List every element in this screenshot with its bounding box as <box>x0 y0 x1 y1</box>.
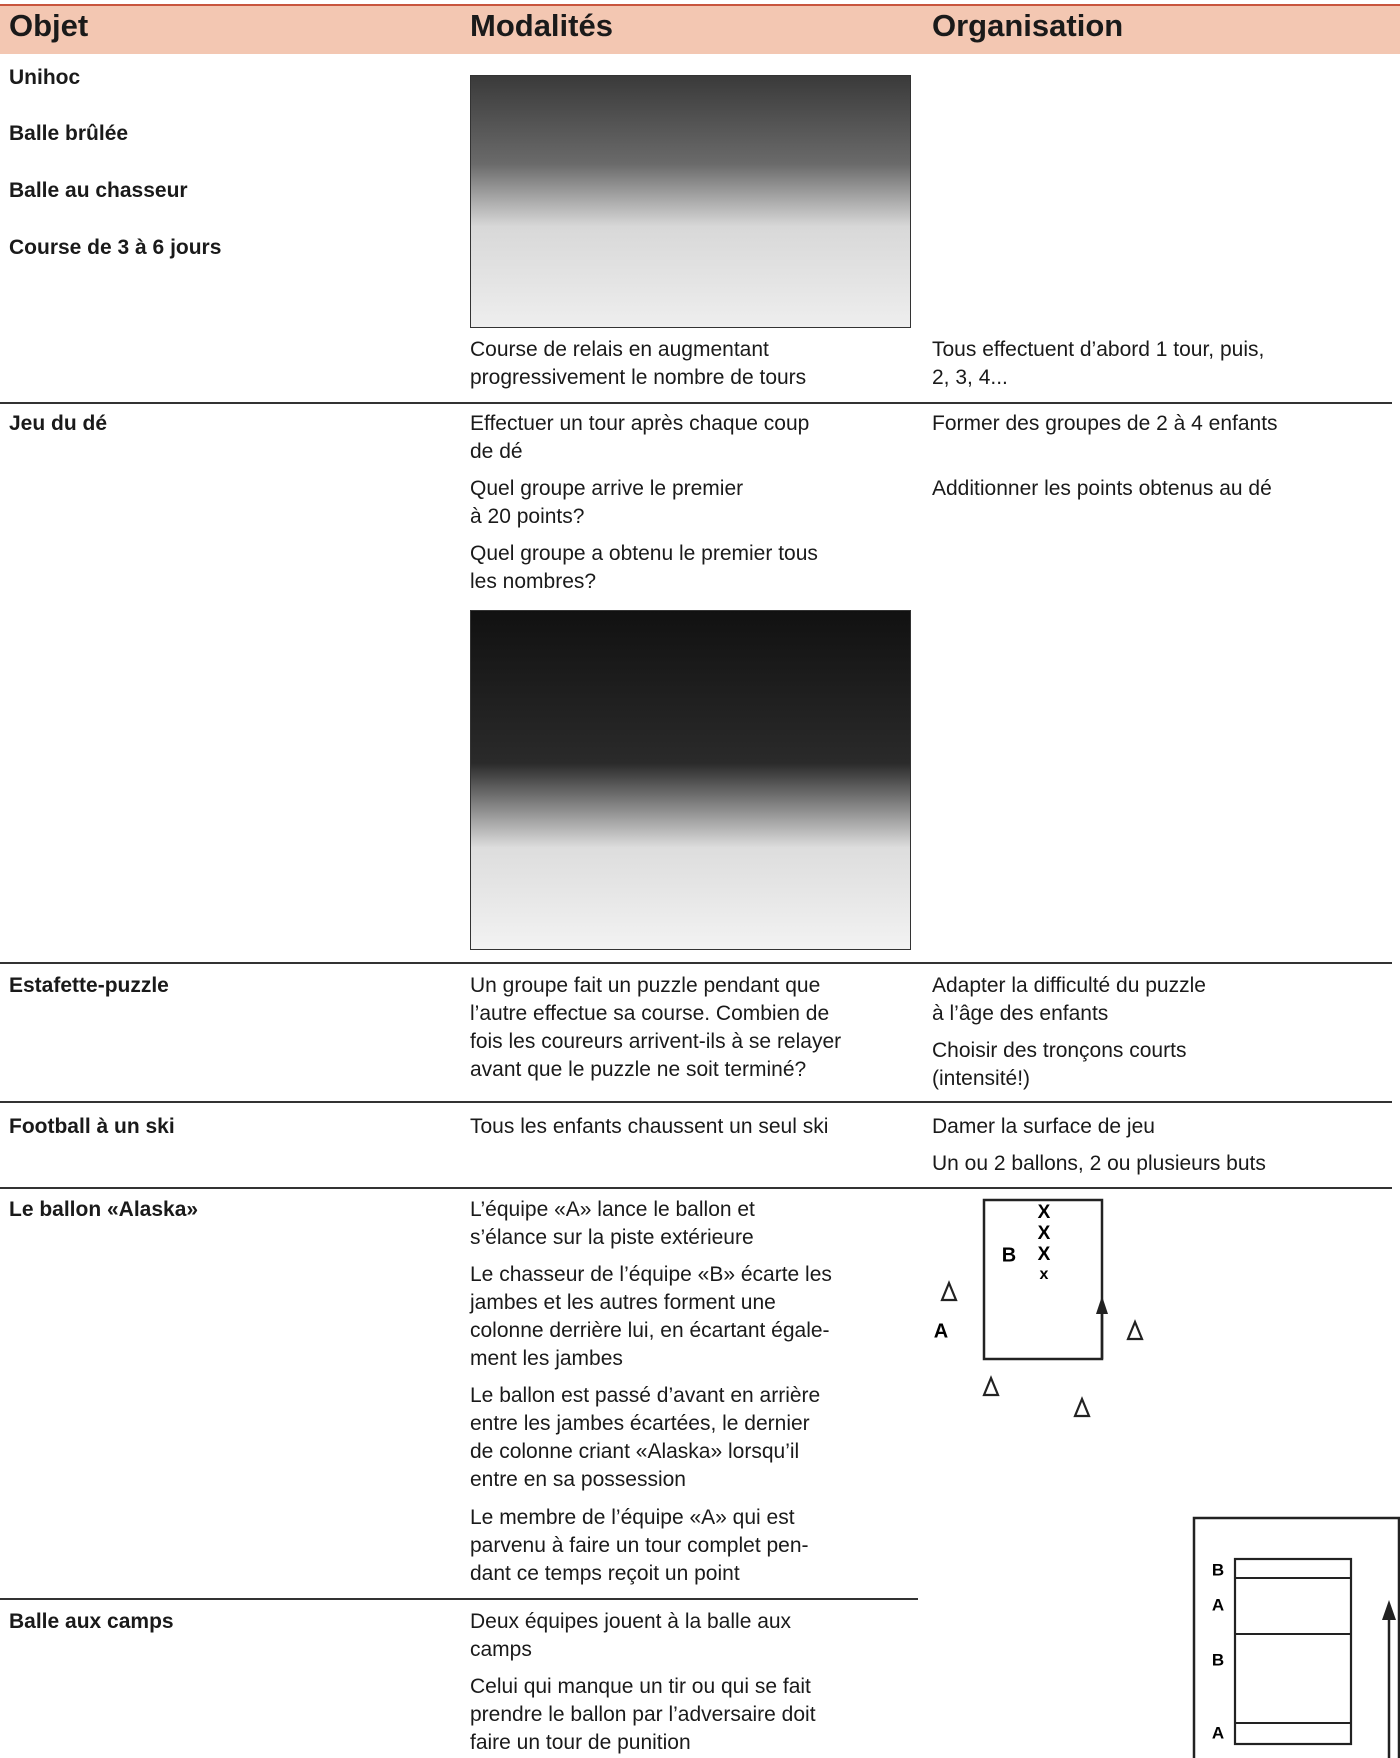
modalites-text: Deux équipes jouent à la balle aux <box>470 1610 792 1633</box>
modalites-text: jambes et les autres forment une <box>470 1291 776 1314</box>
modalites-text: les nombres? <box>470 570 597 593</box>
player-mark: x <box>1040 1266 1049 1283</box>
arrow-head-2 <box>1382 1600 1396 1620</box>
team-label: A <box>1212 1723 1224 1742</box>
header-bar <box>0 4 1400 54</box>
modalites-text: Tous les enfants chaussent un seul ski <box>470 1115 829 1138</box>
objet-text: Balle brûlée <box>9 122 129 145</box>
modalites-text: Quel groupe a obtenu le premier tous <box>470 542 818 565</box>
modalites-text: Course de relais en augmentant <box>470 338 769 361</box>
row-rule <box>0 962 1392 964</box>
column-header: Organisation <box>932 8 1124 43</box>
row-rule <box>0 402 1392 404</box>
modalites-text: entre en sa possession <box>470 1468 686 1491</box>
objet-text: Football à un ski <box>9 1115 175 1138</box>
objet-text: Jeu du dé <box>9 412 108 435</box>
modalites-text: Quel groupe arrive le premier <box>470 477 744 500</box>
modalites-text: avant que le puzzle ne soit terminé? <box>470 1058 807 1081</box>
organisation-text: Choisir des tronçons courts <box>932 1039 1187 1062</box>
objet-text: Course de 3 à 6 jours <box>9 236 222 259</box>
modalites-text: progressivement le nombre de tours <box>470 366 807 389</box>
objet-text: Le ballon «Alaska» <box>9 1198 199 1221</box>
photo-unihoc <box>470 75 911 328</box>
player-mark: X <box>1038 1223 1051 1244</box>
modalites-text: parvenu à faire un tour complet pen- <box>470 1534 809 1557</box>
objet-text: Estafette-puzzle <box>9 974 169 997</box>
arrow-head-1 <box>1096 1296 1108 1314</box>
row-rule <box>0 1598 918 1600</box>
organisation-text: (intensité!) <box>932 1067 1031 1090</box>
modalites-text: de dé <box>470 440 523 463</box>
modalites-text: camps <box>470 1638 532 1661</box>
modalites-text: Effectuer un tour après chaque coup <box>470 412 810 435</box>
modalites-text: l’autre effectue sa course. Combien de <box>470 1002 830 1025</box>
modalites-text: prendre le ballon par l’adversaire doit <box>470 1703 816 1726</box>
modalites-text: Un groupe fait un puzzle pendant que <box>470 974 821 997</box>
organisation-text: Tous effectuent d’abord 1 tour, puis, <box>932 338 1265 361</box>
photo-group <box>470 610 911 950</box>
modalites-text: Celui qui manque un tir ou qui se fait <box>470 1675 811 1698</box>
triangles <box>940 1280 1144 1418</box>
camps <box>1233 1557 1353 1746</box>
modalites-text: Le ballon est passé d’avant en arrière <box>470 1384 821 1407</box>
modalites-text: s’élance sur la piste extérieure <box>470 1226 754 1249</box>
team-label: A <box>1212 1595 1224 1614</box>
modalites-text: de colonne criant «Alaska» lorsqu’il <box>470 1440 800 1463</box>
organisation-text: Damer la surface de jeu <box>932 1115 1155 1138</box>
organisation-text: Adapter la difficulté du puzzle <box>932 974 1206 997</box>
field-2 <box>1192 1516 1400 1758</box>
modalites-text: fois les coureurs arrivent-ils à se rela… <box>470 1030 842 1053</box>
organisation-text: Additionner les points obtenus au dé <box>932 477 1272 500</box>
objet-text: Balle aux camps <box>9 1610 174 1633</box>
column-header: Modalités <box>470 8 613 43</box>
modalites-text: Le chasseur de l’équipe «B» écarte les <box>470 1263 832 1286</box>
team-label: B <box>1002 1244 1016 1266</box>
modalites-text: colonne derrière lui, en écartant égale- <box>470 1319 830 1342</box>
organisation-text: à l’âge des enfants <box>932 1002 1109 1025</box>
team-label: B <box>1212 1560 1224 1579</box>
modalites-text: Le membre de l’équipe «A» qui est <box>470 1506 795 1529</box>
organisation-text: Un ou 2 ballons, 2 ou plusieurs buts <box>932 1152 1266 1175</box>
modalites-text: à 20 points? <box>470 505 585 528</box>
modalites-text: dant ce temps reçoit un point <box>470 1562 740 1585</box>
organisation-text: Former des groupes de 2 à 4 enfants <box>932 412 1278 435</box>
objet-text: Unihoc <box>9 66 81 89</box>
player-mark: X <box>1038 1244 1051 1265</box>
team-label: B <box>1212 1650 1224 1669</box>
modalites-text: faire un tour de punition <box>470 1731 691 1754</box>
field-1 <box>982 1198 1104 1361</box>
team-label: A <box>934 1320 948 1342</box>
row-rule <box>0 1101 1392 1103</box>
modalites-text: ment les jambes <box>470 1347 623 1370</box>
modalites-text: L’équipe «A» lance le ballon et <box>470 1198 755 1221</box>
modalites-text: entre les jambes écartées, le dernier <box>470 1412 810 1435</box>
player-mark: X <box>1038 1202 1051 1223</box>
organisation-text: 2, 3, 4... <box>932 366 1008 389</box>
column-header: Objet <box>9 8 89 43</box>
row-rule <box>0 1187 1392 1189</box>
objet-text: Balle au chasseur <box>9 179 188 202</box>
camp-lines <box>1235 1577 1351 1724</box>
